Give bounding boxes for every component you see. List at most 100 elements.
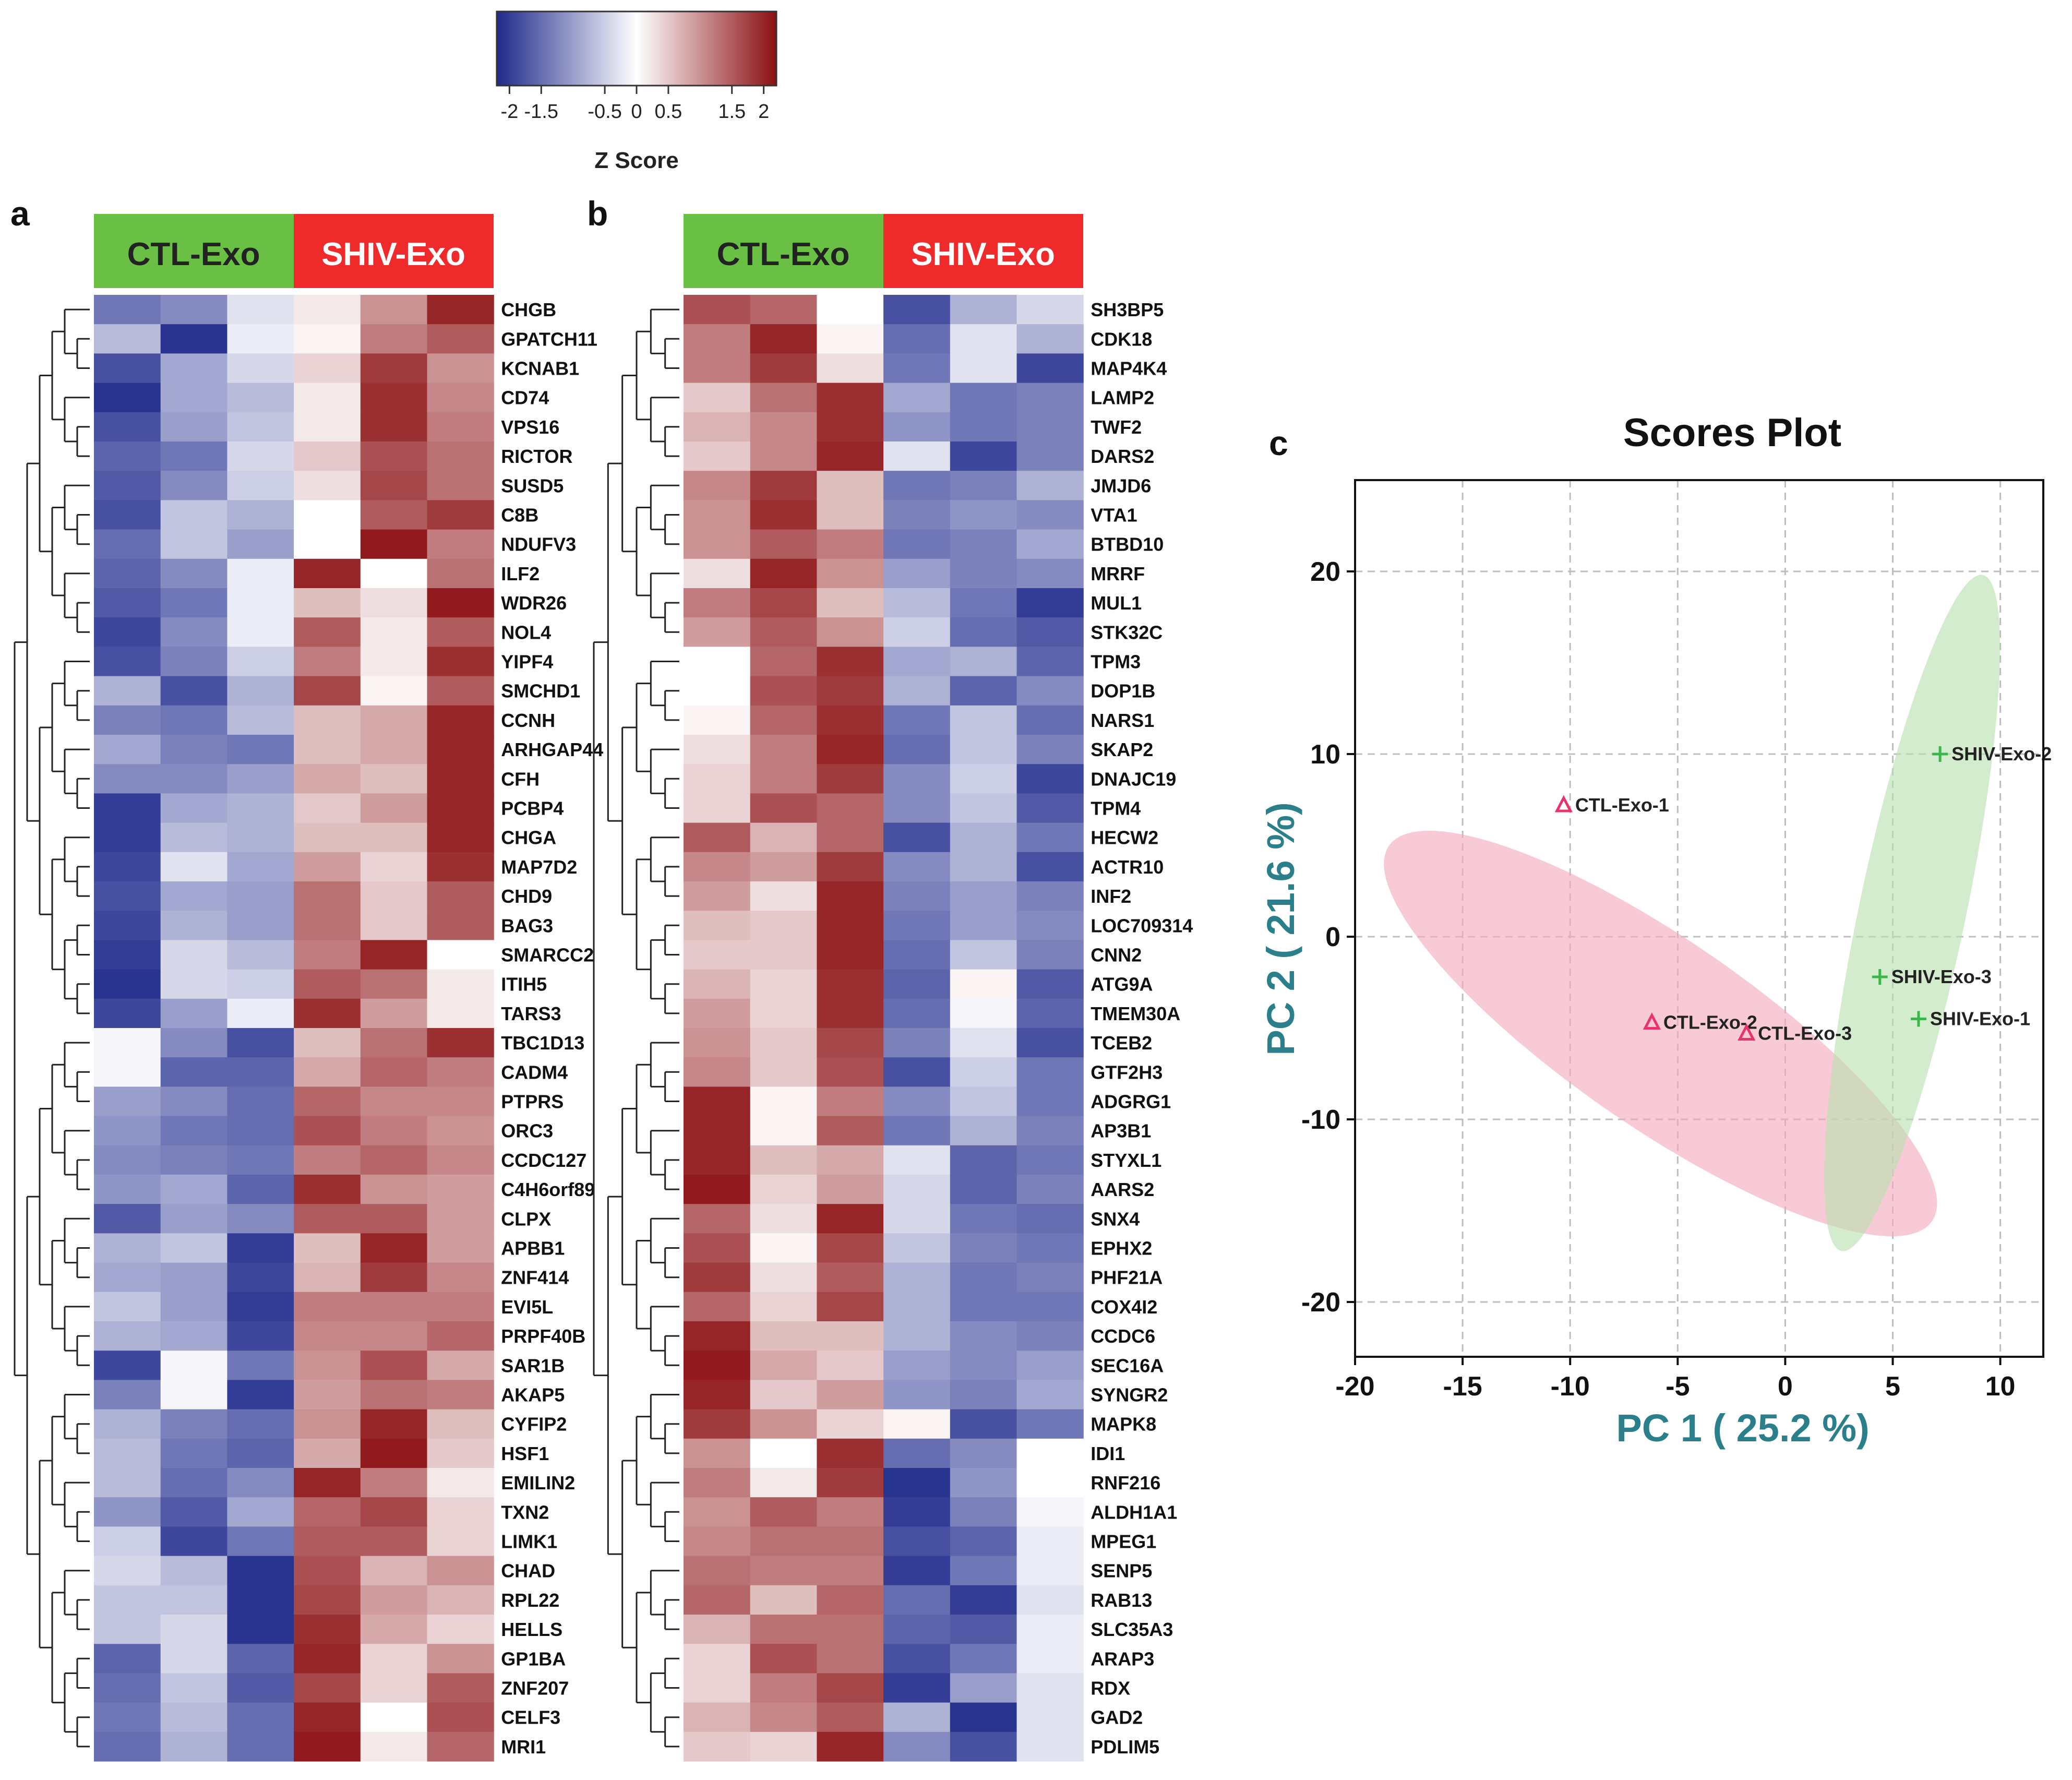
heatmap-cell — [427, 1351, 494, 1380]
heatmap-cell — [883, 1585, 951, 1615]
gene-label: MRI1 — [501, 1736, 546, 1758]
gene-label: NOL4 — [501, 622, 551, 643]
gene-label: RNF216 — [1091, 1472, 1160, 1494]
heatmap-cell — [360, 1468, 428, 1498]
heatmap-cell — [883, 588, 951, 618]
colorbar-tick-label: 0.5 — [654, 101, 682, 123]
heatmap-cell — [94, 822, 161, 853]
heatmap-cell — [227, 1262, 294, 1293]
colorbar-tick-label: 1.5 — [718, 101, 746, 123]
heatmap-cell — [427, 881, 494, 911]
heatmap-cell — [360, 1702, 428, 1733]
heatmap-cell — [750, 353, 817, 384]
heatmap-cell — [94, 1262, 161, 1293]
heatmap-cell — [427, 1556, 494, 1586]
heatmap-cell — [427, 793, 494, 823]
heatmap-cell — [1016, 1556, 1084, 1586]
heatmap-cell — [160, 1175, 227, 1204]
gene-label: ZNF207 — [501, 1678, 569, 1699]
heatmap-cell — [883, 617, 951, 647]
heatmap-cell — [160, 1644, 227, 1674]
heatmap-cell — [883, 1644, 951, 1674]
point-marker-plus — [1932, 746, 1948, 762]
heatmap-cell — [360, 822, 428, 853]
gene-label: SENP5 — [1091, 1560, 1152, 1582]
heatmap-cell — [360, 1585, 428, 1615]
heatmap-cell — [227, 793, 294, 823]
heatmap-cell — [950, 705, 1017, 735]
heatmap-cell — [294, 1497, 361, 1527]
heatmap-cell — [750, 1673, 817, 1703]
gene-label: AP3B1 — [1091, 1120, 1151, 1142]
gene-label: VPS16 — [501, 416, 559, 438]
heatmap-cell — [160, 1292, 227, 1322]
heatmap-cell — [227, 1702, 294, 1733]
heatmap-cell — [427, 1116, 494, 1146]
gene-label: INF2 — [1091, 886, 1131, 907]
heatmap-cell — [883, 1116, 951, 1146]
heatmap-cell — [750, 1204, 817, 1234]
gene-label: LIMK1 — [501, 1531, 557, 1552]
heatmap-cell — [684, 1321, 751, 1351]
heatmap-cell — [160, 471, 227, 500]
heatmap-cell — [950, 1116, 1017, 1146]
y-tick-label: 20 — [1310, 557, 1340, 587]
heatmap-cell — [883, 383, 951, 413]
heatmap-cell — [817, 1556, 884, 1586]
heatmap-cell — [883, 705, 951, 735]
heatmap-cell — [817, 1262, 884, 1293]
plot-frame — [1354, 479, 2044, 1358]
heatmap-cell — [684, 1116, 751, 1146]
heatmap-cell — [950, 1556, 1017, 1586]
heatmap-cell — [94, 764, 161, 794]
heatmap-cell — [360, 588, 428, 618]
heatmap-cell — [94, 383, 161, 413]
heatmap-cell — [227, 1409, 294, 1439]
heatmap-cell — [427, 1438, 494, 1468]
heatmap-cell — [950, 1175, 1017, 1204]
heatmap-cell — [360, 647, 428, 677]
heatmap-cell — [227, 1526, 294, 1557]
heatmap-cell — [160, 647, 227, 677]
heatmap-cell — [684, 852, 751, 882]
heatmap-cell — [227, 852, 294, 882]
heatmap-cell — [427, 676, 494, 706]
heatmap-cell — [360, 1673, 428, 1703]
heatmap-cell — [817, 1321, 884, 1351]
heatmap-cell — [684, 1497, 751, 1527]
heatmap-cell — [950, 617, 1017, 647]
heatmap-cell — [950, 1233, 1017, 1263]
heatmap-cell — [950, 441, 1017, 471]
heatmap-a: CTL-Exo SHIV-Exo CHGB GPATCH11 KCNAB1 CD74 V… — [14, 214, 603, 1762]
gene-label: ZNF414 — [501, 1267, 569, 1288]
heatmap-cell — [883, 441, 951, 471]
heatmap-cell — [950, 1585, 1017, 1615]
heatmap-cell — [684, 441, 751, 471]
heatmap-cell — [750, 647, 817, 677]
heatmap-cell — [950, 1086, 1017, 1117]
heatmap-cell — [227, 1028, 294, 1058]
heatmap-cell — [294, 1262, 361, 1293]
heatmap-cell — [360, 617, 428, 647]
heatmap-cell — [294, 353, 361, 384]
heatmap-cell — [883, 940, 951, 970]
heatmap-cell — [227, 1292, 294, 1322]
heatmap-cell — [950, 500, 1017, 530]
heatmap-cell — [883, 1028, 951, 1058]
heatmap-cell — [883, 353, 951, 384]
heatmap-cell — [817, 295, 884, 325]
heatmap-cell — [950, 1702, 1017, 1733]
heatmap-cell — [94, 1116, 161, 1146]
heatmap-cell — [227, 1497, 294, 1527]
heatmap-cell — [750, 1380, 817, 1410]
gene-label: ILF2 — [501, 563, 540, 584]
heatmap-cell — [750, 1233, 817, 1263]
heatmap-cell — [817, 1585, 884, 1615]
heatmap-cell — [684, 705, 751, 735]
heatmap-cell — [817, 412, 884, 442]
heatmap-cell — [950, 1497, 1017, 1527]
heatmap-cell — [360, 940, 428, 970]
heatmap-cell — [684, 1615, 751, 1644]
heatmap-cell — [817, 324, 884, 354]
gene-label: LAMP2 — [1091, 387, 1154, 409]
